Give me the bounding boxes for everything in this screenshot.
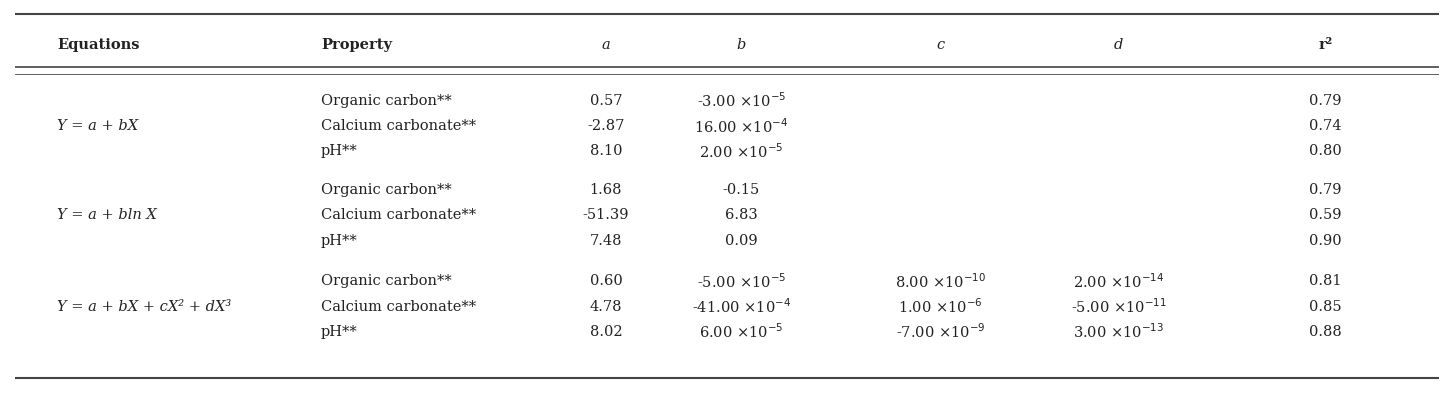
- Text: a: a: [602, 38, 611, 52]
- Text: 3.00 ×10$^{-13}$: 3.00 ×10$^{-13}$: [1073, 322, 1165, 341]
- Text: 0.60: 0.60: [589, 274, 622, 288]
- Text: 1.68: 1.68: [590, 183, 622, 197]
- Text: 1.00 ×10$^{-6}$: 1.00 ×10$^{-6}$: [899, 297, 983, 316]
- Text: r²: r²: [1319, 38, 1333, 52]
- Text: b: b: [737, 38, 746, 52]
- Text: Calcium carbonate**: Calcium carbonate**: [321, 208, 475, 223]
- Text: 0.79: 0.79: [1309, 183, 1342, 197]
- Text: pH**: pH**: [321, 145, 358, 158]
- Text: -0.15: -0.15: [723, 183, 760, 197]
- Text: 0.80: 0.80: [1309, 145, 1342, 158]
- Text: 6.83: 6.83: [726, 208, 758, 223]
- Text: 0.09: 0.09: [726, 234, 758, 248]
- Text: 0.85: 0.85: [1309, 300, 1342, 314]
- Text: Calcium carbonate**: Calcium carbonate**: [321, 119, 475, 133]
- Text: Organic carbon**: Organic carbon**: [321, 94, 452, 108]
- Text: 4.78: 4.78: [590, 300, 622, 314]
- Text: 0.57: 0.57: [590, 94, 622, 108]
- Text: Y = a + bX: Y = a + bX: [57, 119, 138, 133]
- Text: 0.88: 0.88: [1309, 325, 1342, 339]
- Text: 2.00 ×10$^{-5}$: 2.00 ×10$^{-5}$: [699, 142, 784, 161]
- Text: 8.10: 8.10: [590, 145, 622, 158]
- Text: -2.87: -2.87: [587, 119, 625, 133]
- Text: pH**: pH**: [321, 234, 358, 248]
- Text: 0.81: 0.81: [1309, 274, 1342, 288]
- Text: 0.59: 0.59: [1309, 208, 1342, 223]
- Text: 0.79: 0.79: [1309, 94, 1342, 108]
- Text: 0.74: 0.74: [1309, 119, 1342, 133]
- Text: -5.00 ×10$^{-5}$: -5.00 ×10$^{-5}$: [696, 272, 787, 291]
- Text: Organic carbon**: Organic carbon**: [321, 183, 452, 197]
- Text: -51.39: -51.39: [583, 208, 630, 223]
- Text: Equations: Equations: [57, 38, 140, 52]
- Text: -7.00 ×10$^{-9}$: -7.00 ×10$^{-9}$: [896, 322, 986, 341]
- Text: 7.48: 7.48: [590, 234, 622, 248]
- Text: -41.00 ×10$^{-4}$: -41.00 ×10$^{-4}$: [692, 297, 791, 316]
- Text: 16.00 ×10$^{-4}$: 16.00 ×10$^{-4}$: [694, 117, 788, 135]
- Text: d: d: [1114, 38, 1124, 52]
- Text: Y = a + bX + cX² + dX³: Y = a + bX + cX² + dX³: [57, 300, 231, 314]
- Text: c: c: [936, 38, 945, 52]
- Text: Organic carbon**: Organic carbon**: [321, 274, 452, 288]
- Text: Y = a + bln X: Y = a + bln X: [57, 208, 157, 223]
- Text: 8.00 ×10$^{-10}$: 8.00 ×10$^{-10}$: [896, 272, 986, 291]
- Text: Property: Property: [321, 38, 393, 52]
- Text: 6.00 ×10$^{-5}$: 6.00 ×10$^{-5}$: [699, 322, 784, 341]
- Text: 8.02: 8.02: [589, 325, 622, 339]
- Text: Calcium carbonate**: Calcium carbonate**: [321, 300, 475, 314]
- Text: 2.00 ×10$^{-14}$: 2.00 ×10$^{-14}$: [1073, 272, 1165, 291]
- Text: pH**: pH**: [321, 325, 358, 339]
- Text: -5.00 ×10$^{-11}$: -5.00 ×10$^{-11}$: [1072, 297, 1166, 316]
- Text: 0.90: 0.90: [1309, 234, 1342, 248]
- Text: -3.00 ×10$^{-5}$: -3.00 ×10$^{-5}$: [696, 91, 787, 110]
